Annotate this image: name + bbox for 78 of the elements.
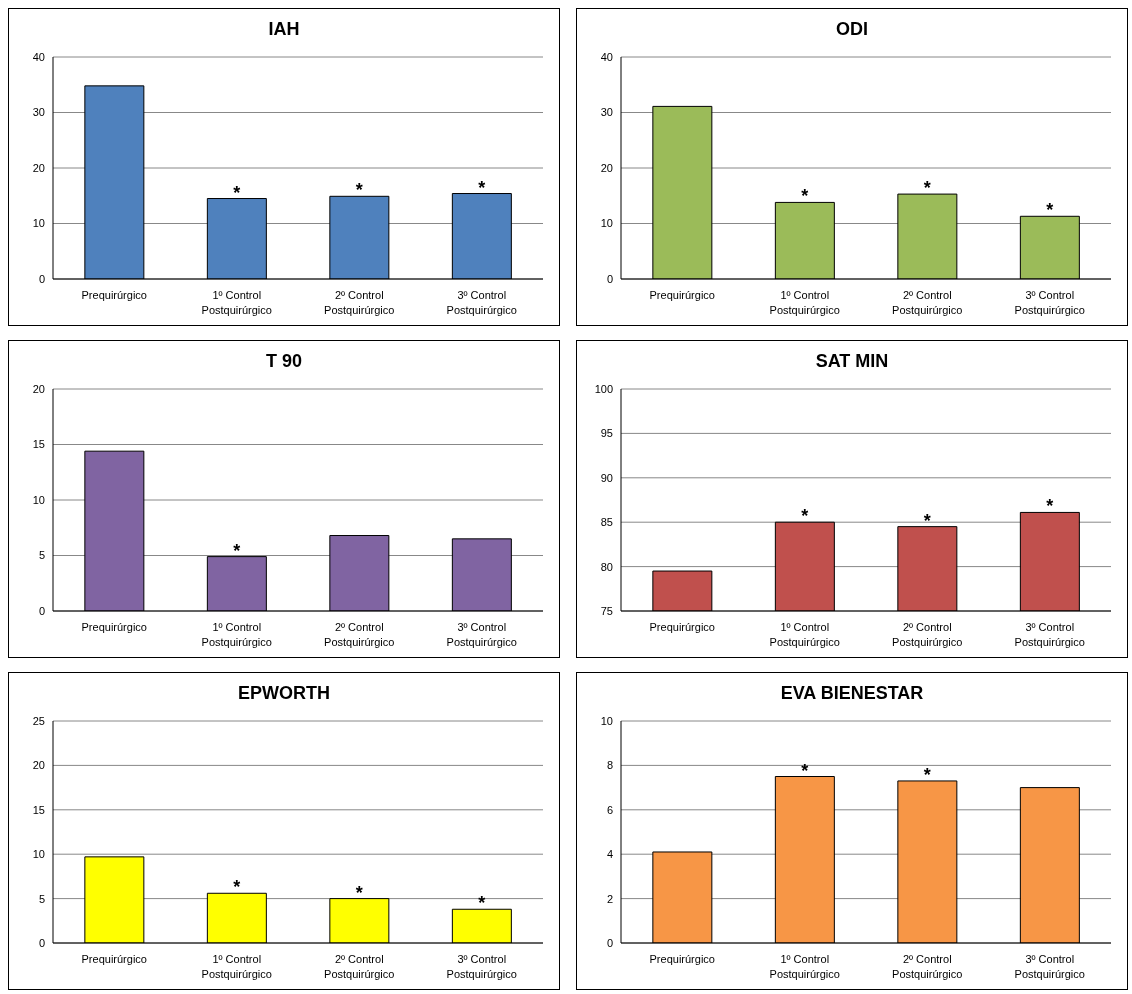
x-tick-label: 3º Control Postquirúrgico [1014,953,1085,980]
y-tick-label: 10 [32,217,45,230]
y-tick-label: 25 [32,714,45,727]
annotation: * [233,877,241,898]
y-tick-label: 10 [32,848,45,861]
x-tick-label: 1º Control Postquirúrgico [769,953,840,980]
annotation: * [233,182,241,203]
y-tick-label: 10 [600,714,613,727]
chart-title: ODI [835,18,869,41]
x-tick-label: 3º Control Postquirúrgico [446,621,517,648]
chart-title: IAH [267,18,301,41]
x-tick-label: 1º Control Postquirúrgico [769,621,840,648]
y-tick-label: 0 [38,604,45,617]
annotation: * [233,540,241,561]
annotation: * [923,510,931,531]
y-tick-label: 10 [600,217,613,230]
chart-title: T 90 [265,350,303,373]
x-tick-label: 1º Control Postquirúrgico [201,953,272,980]
y-tick-label: 30 [600,106,613,119]
y-tick-label: 0 [606,272,613,285]
y-tick-label: 20 [32,161,45,174]
annotation: * [1046,200,1054,221]
annotation: * [1046,496,1054,517]
x-tick-label: Prequirúrgico [81,621,147,633]
y-tick-label: 20 [32,382,45,395]
x-tick-label: Prequirúrgico [649,621,715,633]
y-tick-label: 85 [600,516,613,529]
y-tick-label: 0 [38,936,45,949]
x-tick-label: 2º Control Postquirúrgico [892,953,963,980]
y-tick-label: 6 [606,803,613,816]
y-tick-label: 5 [38,892,45,905]
y-tick-label: 75 [600,604,613,617]
y-tick-label: 95 [600,427,613,440]
y-tick-label: 30 [32,106,45,119]
y-tick-label: 40 [32,50,45,63]
y-tick-label: 2 [606,892,613,905]
chart-title: SAT MIN [814,350,890,373]
x-tick-label: 2º Control Postquirúrgico [892,621,963,648]
annotation: * [801,760,809,781]
x-tick-label: Prequirúrgico [81,289,147,301]
y-tick-label: 10 [32,493,45,506]
y-tick-label: 5 [38,549,45,562]
annotation: * [923,178,931,199]
y-tick-label: 40 [600,50,613,63]
annotation: * [355,882,363,903]
y-tick-label: 15 [32,438,45,451]
x-tick-label: 3º Control Postquirúrgico [1014,289,1085,316]
x-tick-label: 3º Control Postquirúrgico [446,953,517,980]
y-tick-label: 80 [600,560,613,573]
y-tick-label: 90 [600,471,613,484]
x-tick-label: 1º Control Postquirúrgico [201,621,272,648]
x-tick-label: 1º Control Postquirúrgico [769,289,840,316]
y-tick-label: 0 [38,272,45,285]
chart-title: EVA BIENESTAR [779,682,925,705]
y-tick-label: 100 [594,382,613,395]
x-tick-label: 3º Control Postquirúrgico [1014,621,1085,648]
annotation: * [923,764,931,785]
y-tick-label: 0 [606,936,613,949]
x-tick-label: 3º Control Postquirúrgico [446,289,517,316]
y-tick-label: 20 [600,161,613,174]
chart-title: EPWORTH [237,682,331,705]
x-tick-label: Prequirúrgico [649,953,715,965]
annotation: * [801,186,809,207]
x-tick-label: 1º Control Postquirúrgico [201,289,272,316]
x-tick-label: 2º Control Postquirúrgico [892,289,963,316]
x-tick-label: Prequirúrgico [649,289,715,301]
annotation: * [478,177,486,198]
annotation: * [355,180,363,201]
x-tick-label: 2º Control Postquirúrgico [324,289,395,316]
annotation: * [801,506,809,527]
y-tick-label: 8 [606,759,613,772]
x-tick-label: 2º Control Postquirúrgico [324,953,395,980]
y-tick-label: 4 [606,848,613,861]
y-tick-label: 20 [32,759,45,772]
x-tick-label: Prequirúrgico [81,953,147,965]
annotation: * [478,893,486,914]
x-tick-label: 2º Control Postquirúrgico [324,621,395,648]
y-tick-label: 15 [32,803,45,816]
